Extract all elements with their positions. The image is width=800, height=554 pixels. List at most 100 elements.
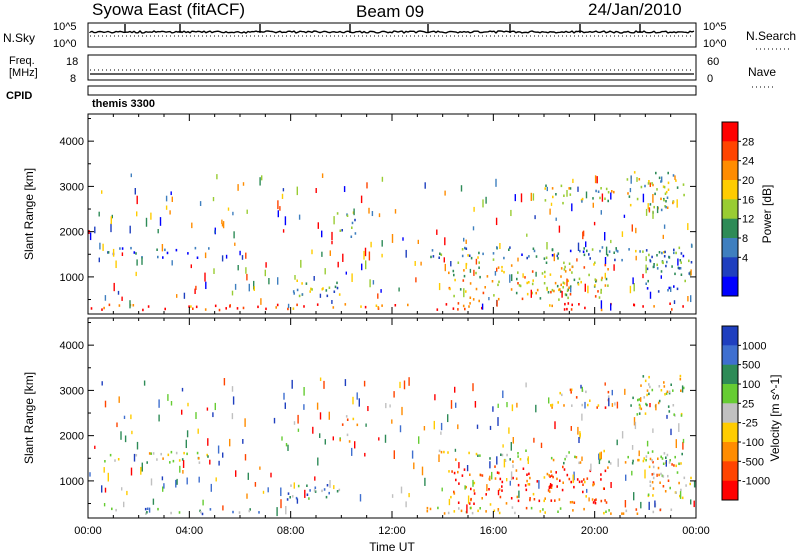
data-cell: [499, 477, 502, 481]
data-cell: [399, 381, 401, 389]
data-cell: [517, 282, 519, 285]
data-cell: [457, 261, 460, 264]
data-cell: [257, 305, 259, 309]
data-cell: [491, 280, 494, 283]
data-cell: [652, 183, 654, 187]
data-cell: [286, 498, 289, 501]
data-cell: [162, 486, 164, 492]
data-cell: [679, 374, 682, 378]
data-cell: [298, 294, 301, 298]
data-cell: [520, 193, 523, 203]
data-cell: [675, 439, 677, 449]
data-cell: [265, 307, 267, 311]
data-cell: [600, 291, 602, 294]
data-cell: [631, 462, 634, 465]
data-cell: [518, 490, 520, 498]
colorbar-tick-label: 20: [742, 175, 754, 187]
data-cell: [599, 196, 601, 200]
data-cell: [234, 242, 236, 246]
data-cell: [613, 190, 615, 194]
data-cell: [631, 470, 633, 476]
x-tick-label: 00:00: [682, 525, 710, 537]
data-cell: [555, 193, 557, 196]
data-cell: [600, 210, 602, 215]
data-cell: [598, 459, 601, 465]
data-cell: [622, 512, 625, 515]
data-cell: [333, 290, 336, 293]
data-cell: [664, 205, 666, 208]
data-cell: [594, 284, 596, 287]
data-cell: [229, 438, 231, 447]
data-cell: [562, 465, 564, 469]
data-cell: [604, 272, 606, 279]
data-cell: [433, 420, 435, 430]
data-cell: [306, 484, 308, 487]
data-cell: [550, 202, 553, 206]
data-cell: [206, 453, 208, 457]
data-cell: [518, 284, 521, 287]
data-cell: [550, 290, 552, 294]
data-cell: [452, 269, 455, 273]
colorbar-tick-label: 100: [742, 379, 760, 391]
data-cell: [239, 250, 241, 256]
data-cell: [191, 222, 193, 229]
data-cell: [399, 425, 402, 433]
data-cell: [115, 260, 117, 269]
data-cell: [351, 447, 353, 456]
data-cell: [604, 499, 606, 502]
data-cell: [492, 252, 495, 255]
data-cell: [516, 495, 519, 499]
data-cell: [473, 502, 475, 505]
data-cell: [564, 293, 567, 296]
data-cell: [281, 193, 284, 199]
data-cell: [391, 234, 394, 243]
data-cell: [296, 279, 298, 282]
data-cell: [604, 197, 606, 200]
data-cell: [293, 292, 295, 295]
data-cell: [600, 499, 603, 503]
data-cell: [652, 210, 654, 219]
data-cell: [578, 461, 580, 465]
data-cell: [464, 485, 466, 490]
data-cell: [207, 455, 209, 458]
data-cell: [566, 190, 568, 197]
data-cell: [581, 403, 583, 407]
data-cell: [611, 403, 614, 407]
data-cell: [468, 451, 470, 455]
colorbar-frame: [721, 325, 739, 501]
data-cell: [170, 191, 172, 196]
data-cell: [533, 249, 536, 253]
data-cell: [565, 455, 568, 458]
data-cell: [563, 282, 566, 285]
data-cell: [633, 171, 636, 174]
colorbar-swatch: [722, 238, 738, 258]
data-cell: [506, 453, 508, 457]
data-cell: [538, 499, 541, 503]
data-cell: [476, 424, 479, 429]
data-cell: [129, 225, 131, 234]
data-cell: [658, 251, 661, 254]
colorbar-swatch: [722, 180, 738, 200]
data-cell: [503, 270, 505, 274]
data-cell: [652, 460, 654, 464]
data-cell: [607, 284, 609, 287]
data-cell: [558, 288, 560, 292]
data-cell: [673, 285, 675, 288]
data-cell: [457, 470, 459, 474]
data-cell: [563, 308, 566, 311]
data-cell: [135, 454, 138, 457]
data-cell: [559, 479, 561, 482]
data-cell: [640, 407, 643, 411]
data-cell: [140, 466, 142, 475]
data-cell: [516, 277, 518, 281]
data-cell: [550, 404, 552, 407]
data-cell: [521, 297, 524, 301]
data-cell: [643, 457, 645, 460]
data-cell: [584, 480, 586, 484]
data-cell: [467, 254, 469, 257]
data-cell: [170, 401, 173, 406]
data-cell: [551, 254, 554, 257]
data-cell: [368, 207, 370, 214]
data-cell: [326, 484, 329, 487]
data-cell: [136, 195, 138, 205]
